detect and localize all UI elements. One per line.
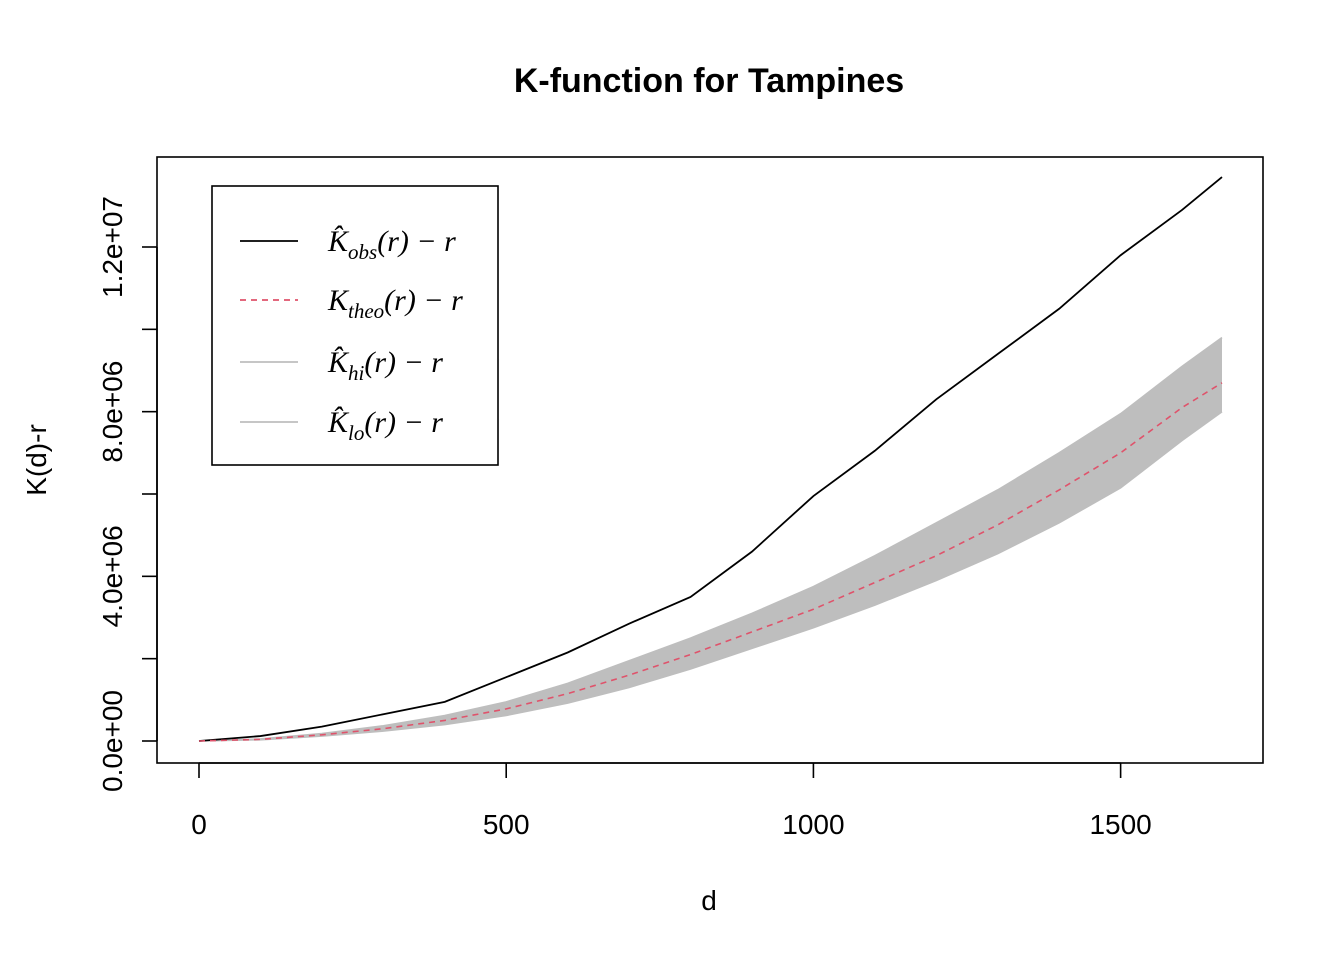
legend-label: K̂lo(r) − r (327, 406, 443, 445)
chart-title: K-function for Tampines (514, 62, 904, 100)
x-tick-label: 500 (483, 809, 530, 840)
legend: K̂obs(r) − r Ktheo(r) − r K̂hi(r) − r K̂lo(… (211, 185, 499, 466)
legend-label: Ktheo(r) − r (327, 284, 463, 323)
envelope-layer (199, 337, 1222, 741)
legend-item-hi: K̂hi(r) − r (240, 346, 443, 385)
legend-label: K̂hi(r) − r (327, 346, 443, 385)
x-tick-label: 1500 (1089, 809, 1151, 840)
y-axis-label: K(d)-r (21, 424, 52, 496)
y-tick-label: 0.0e+00 (97, 690, 128, 792)
series-hi-line (198, 336, 1223, 742)
y-tick-label: 4.0e+06 (97, 525, 128, 627)
y-tick-label: 8.0e+06 (97, 361, 128, 463)
series-theo-line (198, 382, 1223, 742)
legend-item-lo: K̂lo(r) − r (240, 406, 443, 445)
y-axis: 0.0e+00 4.0e+06 8.0e+06 1.2e+07 (97, 196, 158, 792)
series-obs-line (198, 176, 1223, 742)
x-axis-label: d (701, 885, 717, 916)
series-lo-line (198, 411, 1223, 742)
x-tick-label: 1000 (782, 809, 844, 840)
y-tick-label: 1.2e+07 (97, 196, 128, 298)
legend-item-obs: K̂obs(r) − r (240, 225, 456, 264)
lines-layer (198, 176, 1223, 742)
legend-label: K̂obs(r) − r (327, 225, 456, 264)
legend-item-theo: Ktheo(r) − r (240, 284, 463, 323)
envelope-band (199, 337, 1222, 741)
x-tick-label: 0 (191, 809, 207, 840)
x-axis: 0 500 1000 1500 (191, 762, 1152, 840)
legend-box (211, 185, 499, 466)
